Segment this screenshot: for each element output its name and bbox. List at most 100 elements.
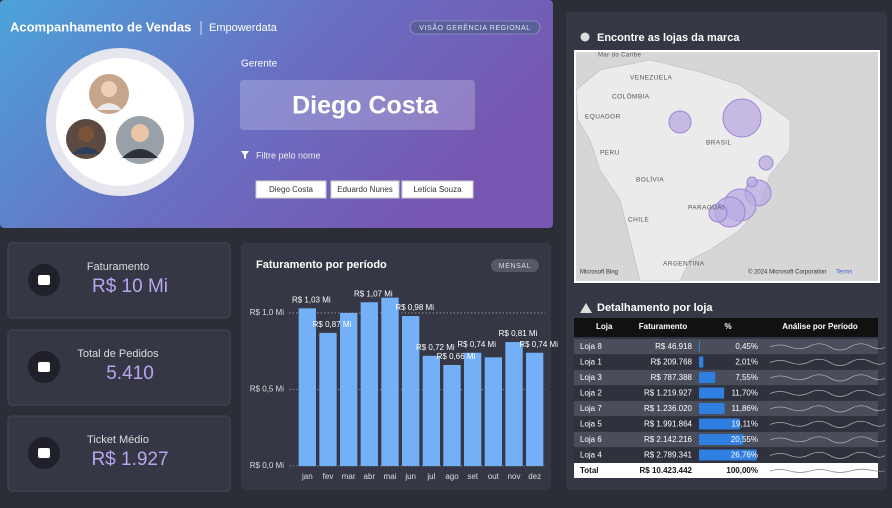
x-tick-label: ago [445,472,459,481]
kpi-card [7,329,231,406]
manager-box [240,80,475,130]
map-label: BOLÍVIA [636,175,664,184]
filter-button-label[interactable]: Diego Costa [269,185,314,194]
avatars [66,74,164,164]
cell-store: Loja 6 [580,435,602,444]
data-label: R$ 0,81 Mi [499,329,538,338]
bar [401,316,420,466]
filter-button[interactable] [401,180,474,199]
table-row [574,385,878,401]
cell-revenue: R$ 1.219.927 [644,389,693,398]
x-tick-label: set [467,472,478,481]
table-total [574,463,878,478]
data-label: R$ 1,03 Mi [292,295,331,304]
data-label: R$ 0,72 Mi [416,343,455,352]
map-title: Encontre as lojas da marca [597,32,740,44]
map-label: Mar do Caribe [598,53,641,59]
map-label: COLÔMBIA [612,92,650,101]
sparkline [769,389,886,397]
cell-revenue: R$ 2.789.341 [644,451,693,460]
bar [298,308,317,466]
avatar-bg [56,58,184,186]
map-provider: Microsoft Bing [580,270,618,276]
percent-bar [699,387,725,399]
bar [505,342,523,466]
column-header[interactable]: Análise por Período [782,322,858,331]
cell-store: Loja 1 [580,358,602,367]
kpi-card [7,242,231,319]
badge [409,20,541,35]
cell-store: Loja 7 [580,404,602,413]
sparkline [769,343,886,351]
warning-icon [580,303,592,313]
x-tick-label: jun [404,472,416,481]
kpi-card [7,415,231,492]
cell-revenue: R$ 787.388 [651,373,693,382]
bar [381,297,399,466]
column-header[interactable]: Loja [596,322,613,331]
column-header[interactable]: Faturamento [639,322,688,331]
manager-label: Gerente [241,59,278,70]
table-title: Detalhamento por loja [597,302,713,314]
y-tick-label: R$ 0,5 Mi [250,385,284,394]
table-header [574,318,878,337]
total-revenue: R$ 10.423.442 [640,466,693,475]
filter-button[interactable] [330,180,400,199]
bar [422,355,441,466]
kpi-value: R$ 10 Mi [92,276,168,297]
filter-icon [241,151,249,159]
percent-bar [699,372,716,383]
kpi-value: R$ 1.927 [91,449,168,470]
filter-label: Filtre pelo nome [256,150,321,160]
percent-bar [699,356,704,368]
x-tick-label: jan [301,472,313,481]
filter-button-label[interactable]: Leticia Souza [413,185,462,194]
x-tick-label: dez [528,472,541,481]
map-label: PERU [600,150,620,157]
table-row [574,339,878,354]
cell-percent: 2,01% [735,358,758,367]
cell-percent: 11,70% [731,389,758,398]
table-row [574,370,878,385]
kpi-icon [38,362,50,372]
x-tick-label: jul [426,472,435,481]
manager-name: Diego Costa [292,92,439,120]
cell-store: Loja 3 [580,373,602,382]
cell-store: Loja 5 [580,420,602,429]
filter-button[interactable] [255,180,327,199]
map-terms[interactable]: Terms [836,270,852,276]
filter-button-label[interactable]: Eduardo Nunes [337,185,393,194]
cell-percent: 26,76% [731,451,758,460]
chart-title: Faturamento por período [256,259,387,271]
cell-store: Loja 4 [580,451,602,460]
data-label: R$ 0,74 Mi [457,340,496,349]
cell-revenue: R$ 2.142.216 [644,435,693,444]
cell-revenue: R$ 1.236.020 [644,404,693,413]
column-header[interactable]: % [724,322,731,331]
percent-bar [699,418,741,430]
chart-badge-text: MENSAL [499,263,531,270]
map-labels: Mar do Caribe VENEZUELA COLÔMBIA EQUADOR PER… [585,53,731,268]
data-label: R$ 0,74 Mi [519,340,558,349]
cell-percent: 0,45% [735,342,758,351]
data-label: R$ 0,98 Mi [395,303,434,312]
kpi-label: Total de Pedidos [77,348,159,360]
bar [319,332,337,466]
brand: Empowerdata [209,22,278,34]
cell-percent: 20,55% [731,435,758,444]
total-label: Total [580,466,599,475]
kpi-icon [38,448,50,458]
cell-percent: 11,86% [731,404,758,413]
percent-bar [699,341,700,352]
map-label: CHILE [628,217,649,224]
map-label: ARGENTINA [663,261,705,268]
chart-badge [491,259,539,272]
map-label: VENEZUELA [630,75,673,82]
cell-revenue: R$ 209.768 [651,358,693,367]
total-percent: 100,00% [726,466,758,475]
map-bubbles [668,98,774,228]
x-tick-label: mai [384,472,397,481]
sparkline [769,374,886,382]
bar-chart: R$ 0,0 Mi R$ 0,5 Mi R$ 1,0 Mi jan fev mar abr m… [250,289,558,481]
kpi-label: Ticket Médio [87,434,149,446]
